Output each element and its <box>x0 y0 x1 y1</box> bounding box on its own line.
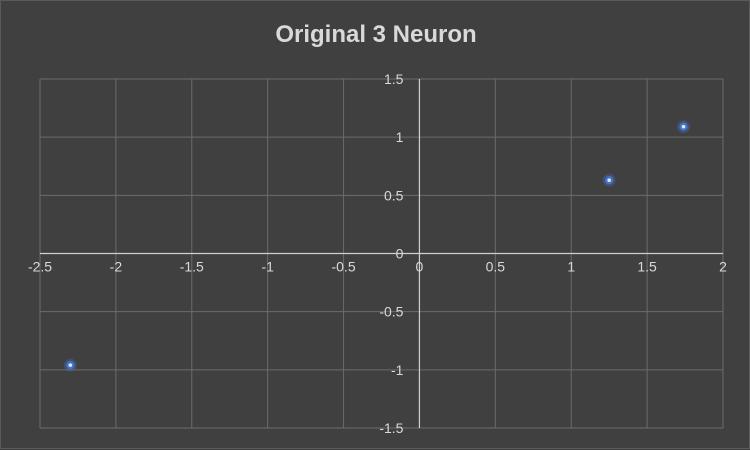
x-tick-label: 0.5 <box>486 259 506 275</box>
data-point <box>602 173 616 187</box>
y-tick-label: 0.5 <box>384 187 404 203</box>
data-point <box>63 358 77 372</box>
y-tick-label: -1 <box>391 362 404 378</box>
x-tick-label: 2 <box>719 259 727 275</box>
x-tick-label: -0.5 <box>331 259 355 275</box>
x-tick-label: 1.5 <box>637 259 657 275</box>
x-tick-label: -1.5 <box>180 259 204 275</box>
x-tick-label: -2 <box>110 259 123 275</box>
y-tick-label: 0 <box>396 246 404 262</box>
y-tick-label: -1.5 <box>379 420 403 436</box>
data-point <box>677 120 691 134</box>
y-tick-label: -0.5 <box>379 304 403 320</box>
y-tick-labels: -1.5 -1 -0.5 0 0.5 1 1.5 <box>379 71 403 436</box>
data-points <box>63 120 691 372</box>
y-tick-label: 1 <box>396 129 404 145</box>
x-tick-label: 0 <box>416 259 424 275</box>
chart-title: Original 3 Neuron <box>275 21 477 48</box>
x-tick-labels: -2.5 -2 -1.5 -1 -0.5 0 0.5 1 1.5 2 <box>28 259 727 275</box>
x-tick-label: 1 <box>567 259 575 275</box>
y-tick-label: 1.5 <box>384 71 404 87</box>
axes <box>40 79 723 428</box>
x-tick-label: -2.5 <box>28 259 52 275</box>
x-tick-label: -1 <box>261 259 274 275</box>
